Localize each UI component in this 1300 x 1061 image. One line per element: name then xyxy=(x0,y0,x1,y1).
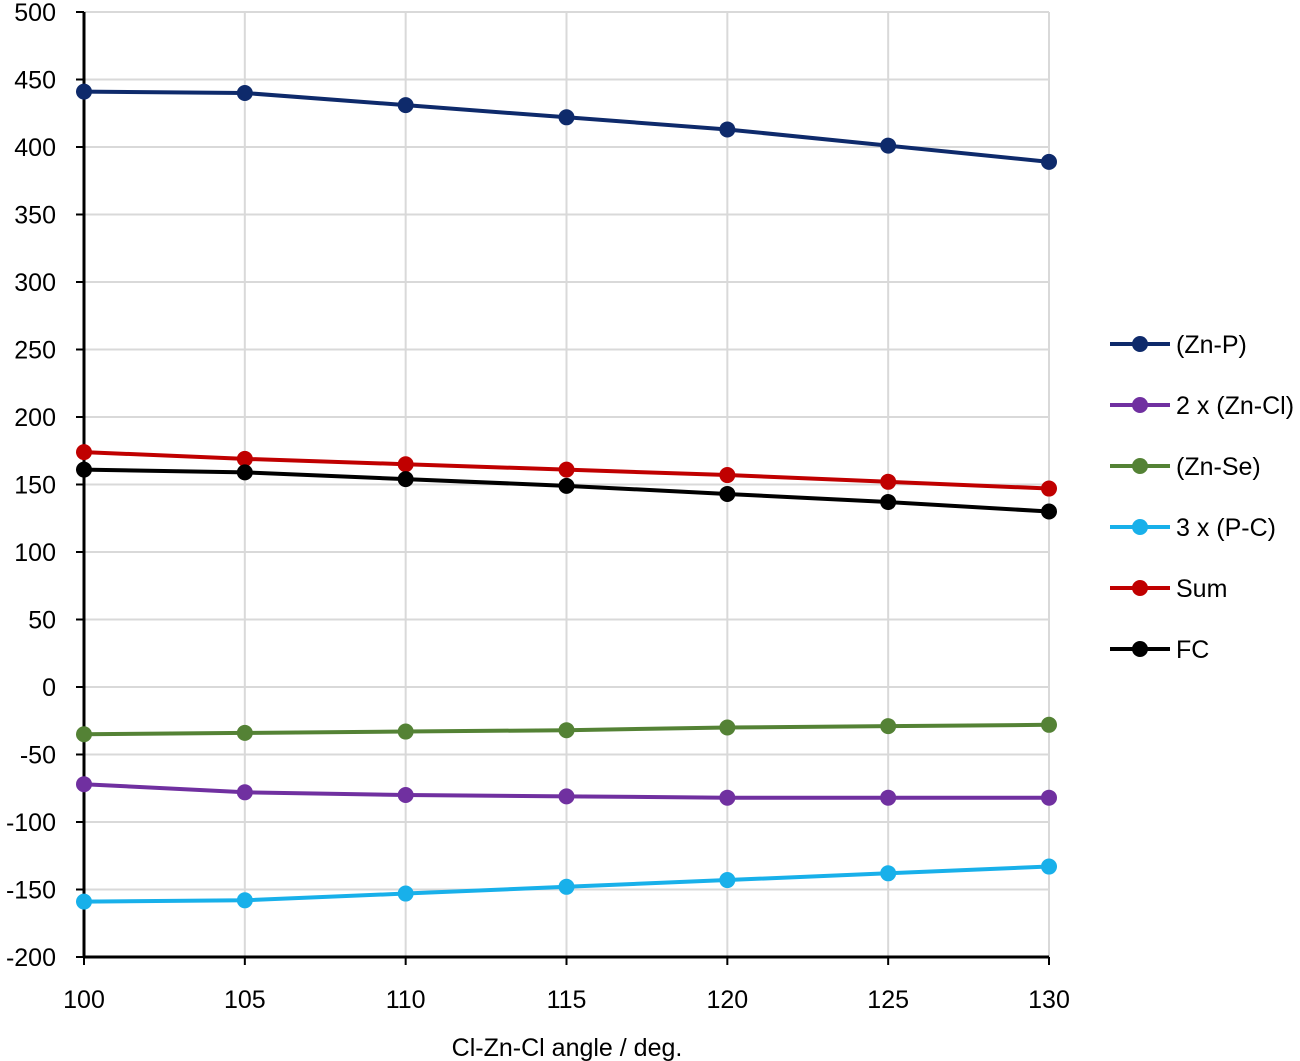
data-point xyxy=(236,892,253,909)
x-tick-label: 125 xyxy=(867,986,909,1014)
x-tick-label: 100 xyxy=(63,986,105,1014)
y-tick-label: 450 xyxy=(14,67,56,95)
x-tick-labels: 100 105 110 115 120 125 130 xyxy=(63,986,1070,1014)
y-tick-label: 350 xyxy=(14,202,56,230)
data-point xyxy=(76,893,92,910)
legend-item: (Zn-P) xyxy=(1110,331,1247,359)
data-point xyxy=(397,456,414,473)
data-point xyxy=(719,872,736,889)
data-point xyxy=(397,471,414,488)
series-zn-se xyxy=(76,716,1057,743)
data-point xyxy=(719,121,736,138)
data-point xyxy=(1041,716,1057,733)
series-lines xyxy=(76,83,1057,910)
y-tick-label: -100 xyxy=(6,809,56,837)
data-point xyxy=(236,450,253,467)
data-point xyxy=(1041,858,1057,875)
data-point xyxy=(76,726,92,743)
data-point xyxy=(1041,503,1057,520)
data-point xyxy=(880,718,897,735)
data-point xyxy=(76,776,92,793)
data-point xyxy=(558,109,575,126)
x-axis-title: Cl-Zn-Cl angle / deg. xyxy=(452,1034,683,1061)
legend-marker xyxy=(1132,580,1148,596)
y-tick-labels: -200 -150 -100 -50 0 50 100 150 200 250 300 350 400 4… xyxy=(6,0,56,972)
y-tick-label: -150 xyxy=(6,877,56,905)
legend-label: FC xyxy=(1176,636,1209,664)
data-point xyxy=(558,788,575,805)
legend-label: (Zn-Se) xyxy=(1176,453,1261,481)
x-tick-label: 120 xyxy=(706,986,748,1014)
data-point xyxy=(76,83,92,100)
legend-marker xyxy=(1132,336,1148,352)
series-sum xyxy=(76,444,1057,497)
data-point xyxy=(719,467,736,484)
y-tick-label: 200 xyxy=(14,404,56,432)
data-point xyxy=(397,97,414,114)
x-tick-label: 115 xyxy=(547,986,587,1014)
y-tick-label: -200 xyxy=(6,944,56,972)
legend-label: (Zn-P) xyxy=(1176,331,1247,359)
data-point xyxy=(397,723,414,740)
legend: (Zn-P) 2 x (Zn-Cl) (Zn-Se) 3 x (P-C) Sum FC xyxy=(1110,331,1294,664)
y-tick-label: 50 xyxy=(28,607,56,635)
axes xyxy=(76,11,1050,965)
data-point xyxy=(236,464,253,481)
legend-item: 3 x (P-C) xyxy=(1110,514,1276,542)
y-tick-label: 300 xyxy=(14,269,56,297)
y-tick-label: 100 xyxy=(14,539,56,567)
legend-marker xyxy=(1132,397,1148,413)
data-point xyxy=(1041,153,1057,170)
data-point xyxy=(558,461,575,478)
series-2-x-zn-cl xyxy=(76,776,1057,806)
data-point xyxy=(236,724,253,741)
y-tick-label: 250 xyxy=(14,337,56,365)
data-point xyxy=(880,137,897,154)
series-3-x-p-c xyxy=(76,858,1057,910)
y-tick-label: 0 xyxy=(42,674,56,702)
data-point xyxy=(558,878,575,895)
legend-marker xyxy=(1132,641,1148,657)
legend-item: (Zn-Se) xyxy=(1110,453,1261,481)
data-point xyxy=(1041,480,1057,497)
data-point xyxy=(558,722,575,739)
legend-item: Sum xyxy=(1110,575,1227,603)
data-point xyxy=(558,477,575,494)
legend-label: 2 x (Zn-Cl) xyxy=(1176,392,1294,420)
data-point xyxy=(719,789,736,806)
y-tick-label: 400 xyxy=(14,134,56,162)
data-point xyxy=(880,473,897,490)
data-point xyxy=(719,719,736,736)
legend-marker xyxy=(1132,458,1148,474)
x-tick-label: 110 xyxy=(386,986,426,1014)
data-point xyxy=(880,494,897,511)
x-tick-label: 130 xyxy=(1028,986,1070,1014)
series-zn-p xyxy=(76,83,1057,170)
data-point xyxy=(880,789,897,806)
series-fc xyxy=(76,461,1057,520)
data-point xyxy=(397,885,414,902)
data-point xyxy=(1041,789,1057,806)
data-point xyxy=(76,444,92,461)
y-tick-label: 150 xyxy=(14,472,56,500)
y-tick-label: 500 xyxy=(14,0,56,27)
data-point xyxy=(880,865,897,882)
legend-item: FC xyxy=(1110,636,1209,664)
data-point xyxy=(397,787,414,803)
legend-item: 2 x (Zn-Cl) xyxy=(1110,392,1294,420)
y-tick-label: -50 xyxy=(20,742,56,770)
x-tick-label: 105 xyxy=(224,986,266,1014)
data-point xyxy=(719,485,736,502)
legend-label: Sum xyxy=(1176,575,1227,603)
legend-label: 3 x (P-C) xyxy=(1176,514,1276,542)
data-point xyxy=(236,85,253,101)
data-point xyxy=(76,461,92,478)
data-point xyxy=(236,784,253,801)
legend-marker xyxy=(1132,519,1148,535)
